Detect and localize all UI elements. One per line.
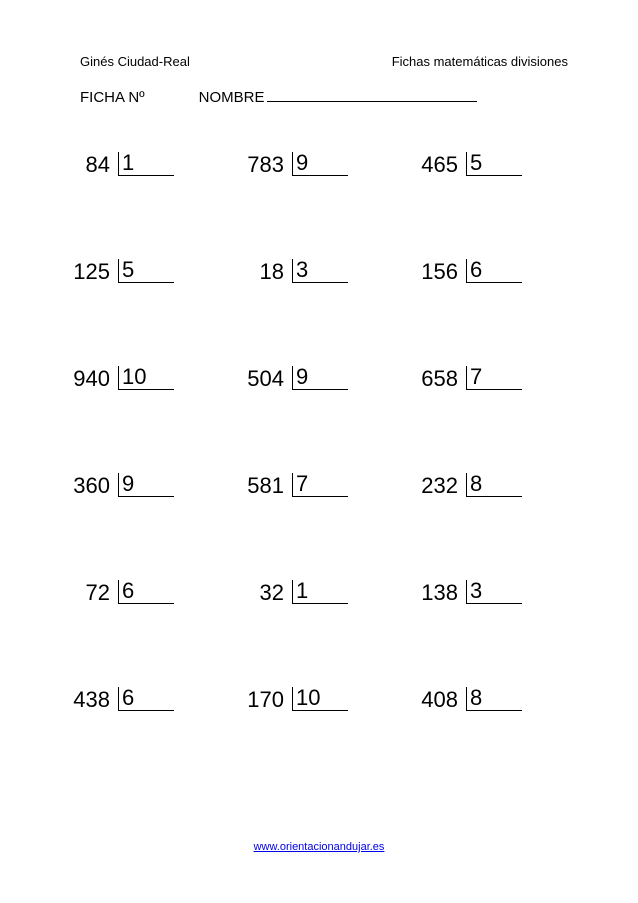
- dividend: 658: [418, 368, 466, 390]
- divisor: 9: [296, 152, 308, 174]
- problem: 438 6: [70, 689, 230, 713]
- divisor-box: 7: [292, 475, 350, 499]
- divisor-box: 10: [292, 689, 350, 713]
- problem: 84 1: [70, 154, 230, 178]
- divisor-box: 9: [292, 154, 350, 178]
- divisor-box: 3: [466, 582, 524, 606]
- divisor: 3: [470, 580, 482, 602]
- ficha-label: FICHA Nº: [80, 89, 145, 106]
- dividend: 170: [244, 689, 292, 711]
- dividend: 438: [70, 689, 118, 711]
- divisor: 10: [122, 366, 146, 388]
- problem: 940 10: [70, 368, 230, 392]
- divisor-box: 8: [466, 475, 524, 499]
- author-text: Ginés Ciudad-Real: [80, 54, 190, 69]
- footer: www.orientacionandujar.es: [0, 837, 638, 855]
- dividend: 125: [70, 261, 118, 283]
- divisor-box: 1: [292, 582, 350, 606]
- problem: 465 5: [418, 154, 578, 178]
- problem: 658 7: [418, 368, 578, 392]
- problem: 72 6: [70, 582, 230, 606]
- dividend: 156: [418, 261, 466, 283]
- dividend: 138: [418, 582, 466, 604]
- problem: 170 10: [244, 689, 404, 713]
- divisor-box: 5: [118, 261, 176, 285]
- header-top: Ginés Ciudad-Real Fichas matemáticas div…: [0, 0, 638, 69]
- divisor-box: 6: [118, 689, 176, 713]
- dividend: 408: [418, 689, 466, 711]
- problem: 156 6: [418, 261, 578, 285]
- title-text: Fichas matemáticas divisiones: [392, 54, 568, 69]
- divisor: 9: [296, 366, 308, 388]
- divisor-box: 10: [118, 368, 176, 392]
- divisor-box: 6: [118, 582, 176, 606]
- dividend: 84: [70, 154, 118, 176]
- nombre-text: NOMBRE: [199, 89, 265, 106]
- dividend: 18: [244, 261, 292, 283]
- footer-link[interactable]: www.orientacionandujar.es: [254, 841, 385, 853]
- nombre-label: NOMBRE: [199, 89, 477, 106]
- problem: 232 8: [418, 475, 578, 499]
- divisor-box: 7: [466, 368, 524, 392]
- divisor: 6: [122, 687, 134, 709]
- divisor: 1: [296, 580, 308, 602]
- problem: 125 5: [70, 261, 230, 285]
- dividend: 32: [244, 582, 292, 604]
- divisor: 6: [470, 259, 482, 281]
- problem: 581 7: [244, 475, 404, 499]
- header-labels: FICHA Nº NOMBRE: [0, 69, 638, 106]
- dividend: 465: [418, 154, 466, 176]
- problem: 360 9: [70, 475, 230, 499]
- divisor-box: 8: [466, 689, 524, 713]
- divisor: 8: [470, 473, 482, 495]
- divisor-box: 9: [118, 475, 176, 499]
- dividend: 504: [244, 368, 292, 390]
- dividend: 581: [244, 475, 292, 497]
- divisor-box: 6: [466, 261, 524, 285]
- divisor: 10: [296, 687, 320, 709]
- problem-row: 72 6 32 1 138 3: [70, 582, 578, 606]
- dividend: 360: [70, 475, 118, 497]
- problem: 18 3: [244, 261, 404, 285]
- divisor: 9: [122, 473, 134, 495]
- divisor: 7: [296, 473, 308, 495]
- dividend: 232: [418, 475, 466, 497]
- problem: 408 8: [418, 689, 578, 713]
- problems-grid: 84 1 783 9 465 5 125 5 18: [0, 106, 638, 713]
- divisor-box: 1: [118, 154, 176, 178]
- problem-row: 84 1 783 9 465 5: [70, 154, 578, 178]
- problem: 138 3: [418, 582, 578, 606]
- divisor-box: 5: [466, 154, 524, 178]
- problem-row: 125 5 18 3 156 6: [70, 261, 578, 285]
- problem: 32 1: [244, 582, 404, 606]
- divisor: 1: [122, 152, 134, 174]
- nombre-line: [267, 101, 477, 102]
- problem-row: 940 10 504 9 658 7: [70, 368, 578, 392]
- divisor: 3: [296, 259, 308, 281]
- divisor-box: 9: [292, 368, 350, 392]
- problem: 504 9: [244, 368, 404, 392]
- dividend: 940: [70, 368, 118, 390]
- dividend: 72: [70, 582, 118, 604]
- divisor: 6: [122, 580, 134, 602]
- problem-row: 438 6 170 10 408 8: [70, 689, 578, 713]
- divisor: 7: [470, 366, 482, 388]
- problem: 783 9: [244, 154, 404, 178]
- dividend: 783: [244, 154, 292, 176]
- divisor-box: 3: [292, 261, 350, 285]
- divisor: 5: [122, 259, 134, 281]
- divisor: 5: [470, 152, 482, 174]
- problem-row: 360 9 581 7 232 8: [70, 475, 578, 499]
- divisor: 8: [470, 687, 482, 709]
